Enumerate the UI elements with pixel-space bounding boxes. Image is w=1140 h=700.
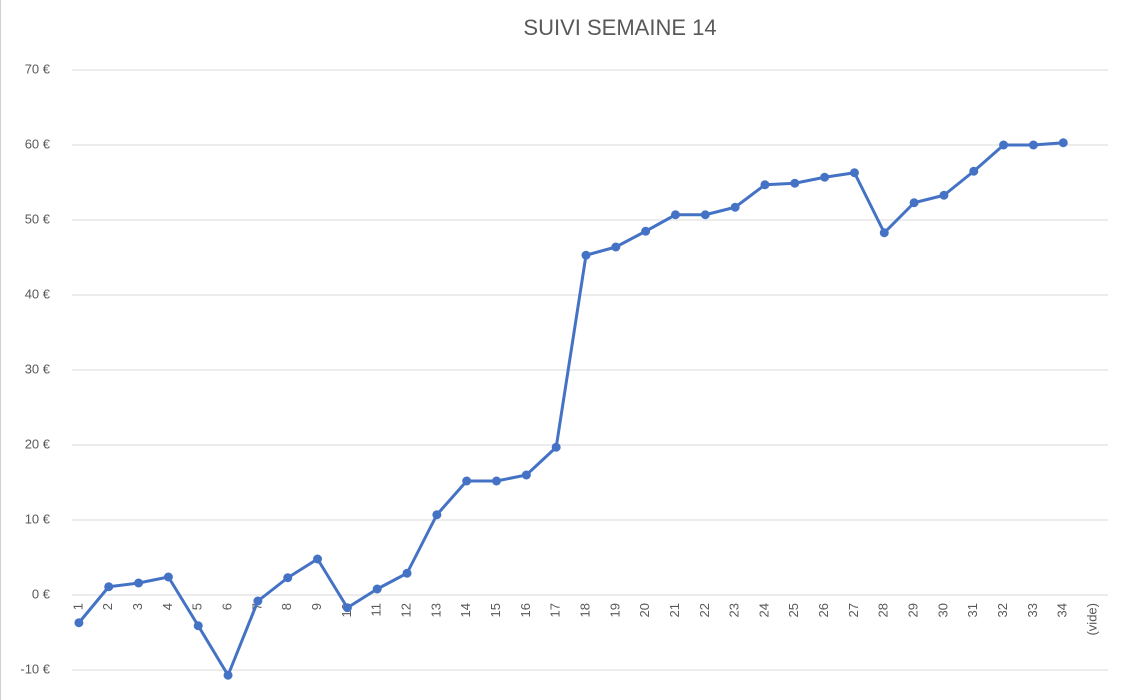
data-point (521, 470, 531, 480)
data-point (909, 198, 919, 208)
x-tick-label: 21 (667, 603, 682, 617)
data-point (372, 584, 382, 594)
x-tick-label: 27 (846, 603, 861, 617)
x-tick-label: 5 (190, 603, 205, 610)
x-tick-label: 24 (756, 603, 771, 617)
data-point (134, 578, 144, 588)
y-tick-label: -10 € (20, 661, 50, 676)
x-tick-label: 18 (577, 603, 592, 617)
data-point (820, 172, 830, 182)
y-tick-label: 40 € (25, 286, 51, 301)
x-tick-label: 25 (786, 603, 801, 617)
x-tick-label: 13 (428, 603, 443, 617)
data-point (342, 603, 352, 613)
x-tick-label: 12 (398, 603, 413, 617)
x-tick-label: 8 (279, 603, 294, 610)
x-tick-label: 16 (518, 603, 533, 617)
x-tick-label: (vide) (1085, 603, 1100, 636)
x-tick-label: 4 (160, 603, 175, 610)
data-point (581, 250, 591, 260)
x-tick-label: 11 (369, 603, 384, 617)
x-tick-label: 17 (548, 603, 563, 617)
x-tick-label: 1 (70, 603, 85, 610)
x-tick-label: 32 (995, 603, 1010, 617)
data-point (313, 554, 323, 564)
data-point (760, 180, 770, 190)
data-point (969, 166, 979, 176)
data-point (193, 621, 203, 631)
chart-title: SUIVI SEMAINE 14 (523, 15, 716, 40)
x-tick-label: 15 (488, 603, 503, 617)
y-tick-label: 30 € (25, 361, 51, 376)
data-point (1058, 138, 1068, 148)
x-tick-label: 20 (637, 603, 652, 617)
data-point (104, 582, 114, 592)
data-point (432, 510, 442, 520)
data-point (849, 168, 859, 178)
data-point (1028, 140, 1038, 150)
data-point (700, 210, 710, 220)
x-tick-label: 9 (309, 603, 324, 610)
data-point (611, 242, 621, 252)
data-point (402, 568, 412, 578)
x-tick-label: 34 (1055, 603, 1070, 617)
data-point (999, 140, 1009, 150)
x-tick-label: 28 (876, 603, 891, 617)
data-point (283, 573, 293, 583)
x-tick-label: 14 (458, 603, 473, 617)
data-point (939, 190, 949, 200)
y-tick-label: 0 € (32, 586, 51, 601)
y-tick-label: 60 € (25, 136, 51, 151)
x-tick-label: 33 (1025, 603, 1040, 617)
data-point (730, 202, 740, 212)
data-point (790, 178, 800, 188)
y-tick-label: 10 € (25, 511, 51, 526)
data-point (879, 228, 889, 238)
data-point (223, 670, 233, 680)
y-tick-label: 20 € (25, 436, 51, 451)
data-point (551, 442, 561, 452)
x-tick-label: 6 (219, 603, 234, 610)
x-tick-label: 26 (816, 603, 831, 617)
x-tick-label: 31 (965, 603, 980, 617)
x-tick-label: 29 (906, 603, 921, 617)
data-point (641, 226, 651, 236)
x-tick-label: 2 (100, 603, 115, 610)
data-point (492, 476, 502, 486)
y-tick-label: 70 € (25, 61, 51, 76)
data-point (74, 618, 84, 628)
x-tick-label: 3 (130, 603, 145, 610)
y-tick-label: 50 € (25, 211, 51, 226)
data-point (462, 476, 472, 486)
data-point (253, 596, 263, 606)
data-point (670, 210, 680, 220)
x-tick-label: 19 (607, 603, 622, 617)
data-line (77, 141, 1064, 677)
x-tick-label: 30 (935, 603, 950, 617)
x-tick-label: 22 (697, 603, 712, 617)
data-point (163, 572, 173, 582)
x-tick-label: 23 (727, 603, 742, 617)
